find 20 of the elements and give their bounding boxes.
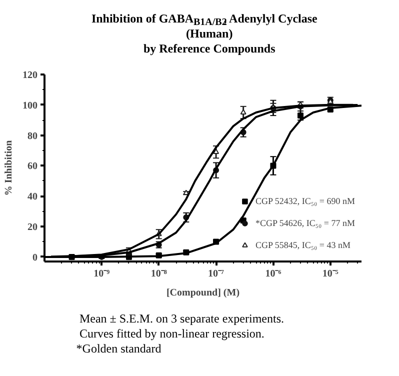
text: *Golden standard xyxy=(76,342,162,356)
y-tick-label: 100 xyxy=(22,100,38,112)
y-tick-label: 20 xyxy=(28,222,38,234)
x-tick-label: 10⁻⁵ xyxy=(322,268,338,280)
x-axis-title: [Compound] (M) xyxy=(166,288,240,298)
legend-label: CGP 55845, IC₅₀ = 43 nM xyxy=(255,239,350,251)
y-axis-title: % Inhibition xyxy=(4,140,14,196)
legend-label: CGP 52432, IC₅₀ = 690 nM xyxy=(255,195,355,207)
x-tick-label: 10⁻⁹ xyxy=(94,268,110,280)
x-tick-label: 10⁻⁸ xyxy=(150,268,167,280)
x-tick-label: 10⁻⁷ xyxy=(208,268,224,280)
y-tick-label: 120 xyxy=(22,70,38,81)
text: Mean ± S.E.M. on 3 separate experiments. xyxy=(79,312,284,326)
legend-label: *CGP 54626, IC₅₀ = 77 nM xyxy=(255,217,355,229)
y-tick-label: 60 xyxy=(28,161,38,172)
y-tick-label: 0 xyxy=(32,252,38,264)
y-tick-label: 40 xyxy=(28,192,38,203)
y-tick-label: 80 xyxy=(28,130,38,142)
x-tick-label: 10⁻⁶ xyxy=(265,268,282,280)
text: Curves fitted by non-linear regression. xyxy=(79,326,264,340)
